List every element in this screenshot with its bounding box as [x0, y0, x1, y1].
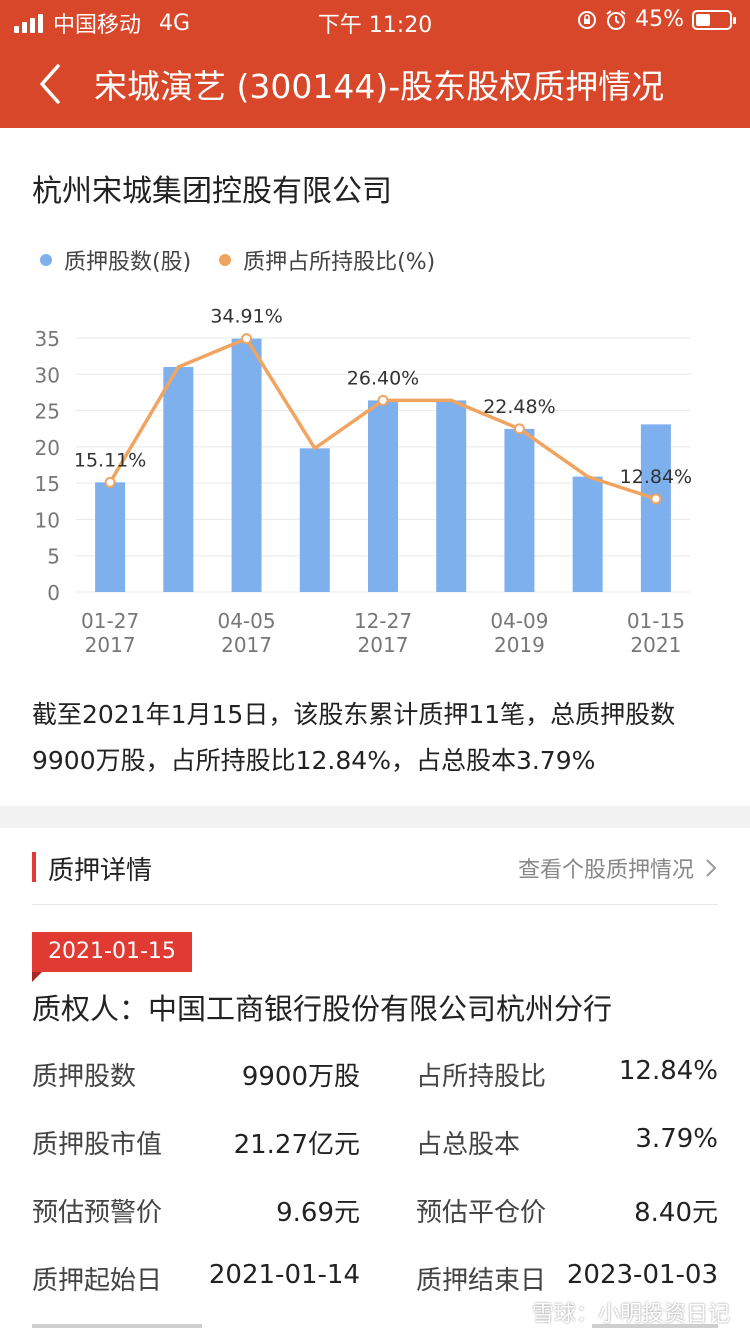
section-title: 质押详情 — [48, 856, 153, 886]
detail-label: 质押起始日 — [32, 1266, 163, 1296]
x-tick-year: 2019 — [494, 633, 545, 657]
network-type: 4G — [159, 10, 191, 36]
detail-value: 8.40元 — [634, 1198, 718, 1228]
legend-label-bar: 质押股数(股) — [64, 250, 192, 275]
x-tick-year: 2017 — [221, 633, 272, 657]
legend-dot-line — [219, 254, 232, 266]
y-tick-label: 0 — [47, 581, 60, 605]
data-point — [377, 394, 389, 406]
detail-label: 预估预警价 — [32, 1198, 163, 1228]
alarm-icon — [606, 9, 626, 30]
x-tick-year: 2017 — [358, 633, 409, 657]
bar — [436, 400, 467, 592]
detail-value: 9900万股 — [241, 1062, 360, 1092]
summary-text: 截至2021年1月15日，该股东累计质押11笔，总质押股数 9900万股，占所持… — [32, 692, 732, 784]
x-tick-date: 01-15 — [627, 609, 685, 633]
detail-value: 2021-01-14 — [208, 1260, 360, 1290]
data-point — [241, 333, 253, 345]
watermark: 雪球：小明投资日记 — [500, 1296, 730, 1328]
chevron-right-icon — [706, 859, 717, 877]
next-row-peek — [32, 1324, 718, 1334]
detail-label: 占总股本 — [416, 1130, 521, 1160]
x-tick-date: 01-27 — [81, 609, 139, 633]
signal-icon — [14, 13, 43, 33]
view-stock-pledge-link[interactable]: 查看个股质押情况 — [518, 852, 718, 884]
bar — [572, 476, 603, 592]
detail-label: 占所持股比 — [416, 1062, 547, 1092]
battery-icon — [692, 9, 736, 30]
detail-value: 12.84% — [618, 1056, 718, 1086]
view-link-label: 查看个股质押情况 — [517, 858, 694, 883]
y-tick-label: 35 — [35, 327, 60, 351]
pledge-details-header: 质押详情 查看个股质押情况 — [32, 850, 718, 886]
y-tick-label: 20 — [35, 436, 60, 460]
pledge-chart: 0 5 10 15 20 25 30 35 15.11% 34.91% 26.40% 22.48% 12… — [35, 306, 693, 657]
data-label: 15.11% — [74, 449, 146, 471]
rotation-lock-icon — [578, 10, 597, 29]
back-arrow-icon[interactable] — [30, 58, 70, 110]
page-title: 宋城演艺 (300144)-股东股权质押情况 — [94, 67, 665, 106]
data-point — [650, 493, 662, 505]
data-label: 12.84% — [620, 466, 692, 488]
bar — [95, 482, 126, 592]
clock: 下午 11:20 — [317, 13, 433, 38]
y-tick-label: 30 — [35, 363, 60, 387]
pledge-date-tag: 2021-01-15 — [32, 932, 192, 982]
x-tick-year: 2017 — [85, 633, 136, 657]
detail-value: 21.27亿元 — [233, 1130, 360, 1160]
data-point — [104, 476, 116, 488]
watermark-text: 雪球：小明投资日记 — [531, 1302, 730, 1327]
detail-row: 质押起始日 2021-01-14 质押结束日 2023-01-03 — [32, 1260, 718, 1328]
bar — [163, 367, 194, 592]
section-divider — [0, 806, 750, 828]
bar — [368, 400, 398, 592]
detail-value: 3.79% — [635, 1124, 718, 1154]
y-tick-label: 25 — [35, 400, 60, 424]
y-tick-label: 5 — [47, 545, 60, 569]
legend-item-line[interactable]: 质押占所持股比(%) — [219, 244, 435, 276]
summary-line-2: 9900万股，占所持股比12.84%，占总股本3.79% — [32, 746, 596, 775]
detail-row: 质押股数 9900万股 占所持股比 12.84% — [32, 1056, 718, 1124]
pledge-detail-grid: 质押股数 9900万股 占所持股比 12.84% 质押股市值 21.27亿元 占… — [32, 1056, 718, 1328]
legend-label-line: 质押占所持股比(%) — [243, 250, 436, 275]
carrier-name: 中国移动 — [53, 13, 142, 38]
data-label: 26.40% — [347, 367, 419, 389]
data-point — [513, 423, 525, 435]
detail-row: 预估预警价 9.69元 预估平仓价 8.40元 — [32, 1192, 718, 1260]
bar — [299, 448, 330, 592]
x-tick-date: 12-27 — [354, 609, 412, 633]
detail-label: 质押股市值 — [32, 1130, 163, 1160]
summary-line-1: 截至2021年1月15日，该股东累计质押11笔，总质押股数 — [32, 700, 676, 729]
header-divider — [32, 904, 718, 905]
detail-label: 质押结束日 — [416, 1266, 547, 1296]
detail-label: 质押股数 — [32, 1062, 137, 1092]
legend-dot-bar — [40, 254, 52, 266]
y-tick-label: 15 — [35, 472, 60, 496]
shareholder-name: 杭州宋城集团控股有限公司 — [32, 174, 392, 209]
chart-legend: 质押股数(股) 质押占所持股比(%) — [40, 244, 463, 276]
status-bar: 中国移动 4G 下午 11:20 45% — [0, 0, 750, 40]
data-label: 34.91% — [210, 306, 282, 328]
bar — [231, 338, 262, 592]
pledgee-name: 质权人：中国工商银行股份有限公司杭州分行 — [32, 992, 613, 1026]
nav-bar: 宋城演艺 (300144)-股东股权质押情况 — [0, 40, 750, 128]
legend-item-bar[interactable]: 质押股数(股) — [40, 244, 191, 276]
battery-percent: 45% — [635, 7, 684, 32]
detail-value: 9.69元 — [276, 1198, 360, 1228]
y-tick-label: 10 — [35, 508, 60, 532]
snowball-logo-icon — [501, 1309, 525, 1321]
x-tick-date: 04-05 — [217, 609, 275, 633]
detail-label: 预估平仓价 — [416, 1198, 547, 1228]
section-accent-bar — [32, 852, 36, 882]
data-label: 22.48% — [483, 396, 555, 418]
bar — [640, 424, 671, 592]
detail-row: 质押股市值 21.27亿元 占总股本 3.79% — [32, 1124, 718, 1192]
x-tick-date: 04-09 — [490, 609, 548, 633]
detail-value: 2023-01-03 — [566, 1260, 718, 1290]
bar — [504, 428, 535, 592]
x-tick-year: 2021 — [630, 633, 681, 657]
